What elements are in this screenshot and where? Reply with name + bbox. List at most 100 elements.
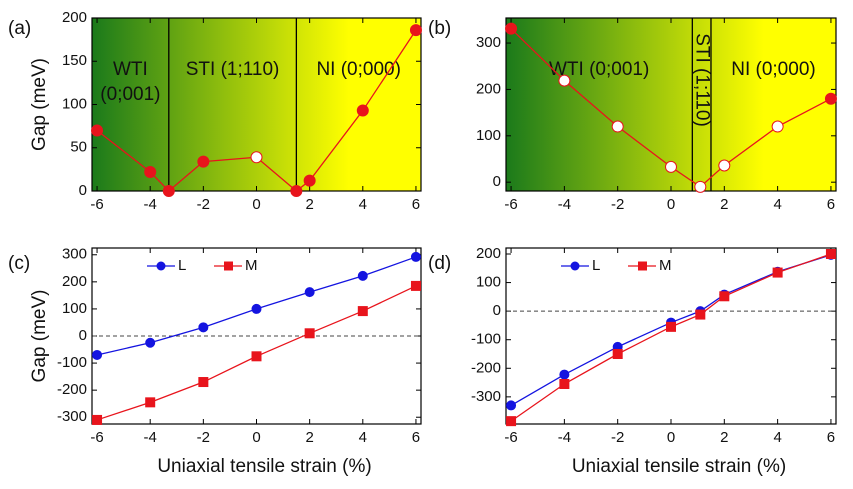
region-label: WTI (0;001) [549,59,649,80]
x-tick-label: 2 [305,429,313,446]
x-tick-label: 2 [720,429,728,446]
region-label: STI (1;110) [692,33,713,127]
marker [198,377,209,388]
legend-marker [638,261,647,271]
panel-label: (d) [428,253,451,274]
marker [719,291,730,302]
x-tick-label: -2 [611,196,624,213]
x-tick-label: 0 [252,429,260,446]
x-tick-label: -6 [504,196,517,213]
marker [162,185,175,197]
x-tick-label: 0 [667,196,675,213]
marker [303,174,316,187]
legend-marker [570,261,580,271]
marker [694,180,707,193]
region-label: WTI [113,59,148,80]
x-axis-label: Uniaxial tensile strain (%) [572,456,786,477]
x-tick-label: 0 [667,429,675,446]
marker [410,280,421,291]
region-label: (0;001) [100,84,160,105]
x-tick-label: 6 [827,196,835,213]
marker [145,337,156,348]
y-axis-label: Gap (meV) [29,58,50,151]
plot-frame [505,247,837,425]
x-tick-label: 4 [773,196,781,213]
x-tick-label: -4 [144,196,157,213]
x-tick-label: 4 [359,429,367,446]
x-tick-label: -2 [611,429,624,446]
marker [666,321,676,332]
marker [251,303,262,314]
x-tick-label: 0 [252,196,260,213]
y-tick-label: 200 [62,273,87,290]
marker [665,160,677,173]
series-line [510,28,832,188]
x-tick-label: -4 [144,429,157,446]
y-tick-label: 100 [62,300,87,317]
y-tick-label: 200 [476,245,501,262]
plot-frame [91,247,422,425]
legend-marker [156,261,166,271]
x-tick-label: 2 [720,196,728,213]
y-tick-label: -200 [57,381,87,398]
y-tick-label: 300 [62,246,87,263]
marker [558,74,571,87]
y-tick-label: 200 [476,80,501,97]
marker [198,322,209,333]
region-label: NI (0;000) [316,59,400,80]
y-axis-label: Gap (meV) [29,290,50,383]
legend-label: L [592,257,600,274]
x-tick-label: 6 [412,429,420,446]
marker [410,251,421,262]
marker [251,351,262,362]
marker [357,270,368,281]
plot-frame [91,17,422,192]
panel-label: (b) [428,18,451,39]
marker [824,92,837,105]
marker [290,185,303,197]
y-tick-label: 0 [493,302,501,319]
y-tick-label: 200 [62,9,87,26]
legend-label: M [659,257,672,274]
series-line [510,254,832,406]
x-tick-label: -4 [558,196,571,213]
marker [144,165,157,178]
series-line [510,253,832,422]
marker [356,104,369,117]
y-tick-label: 100 [476,274,501,291]
legend-label: M [245,257,258,274]
marker [92,349,103,360]
x-tick-label: 2 [305,196,313,213]
marker [91,124,104,137]
marker [409,24,422,37]
y-tick-label: 0 [79,182,87,199]
marker [825,249,836,259]
x-tick-label: -6 [504,429,517,446]
x-tick-label: -6 [90,196,103,213]
y-tick-label: -100 [471,331,501,348]
legend-marker [224,261,233,271]
marker [304,287,315,298]
y-tick-label: 0 [493,173,501,190]
y-tick-label: 150 [62,52,87,69]
marker [559,369,570,380]
region-label: STI (1;110) [186,59,280,80]
marker [357,306,368,317]
marker [250,151,263,164]
marker [559,379,570,389]
panel-label: (a) [8,18,31,39]
region-label: NI (0;000) [731,59,815,80]
y-tick-label: -200 [471,359,501,376]
x-tick-label: -2 [197,429,210,446]
y-tick-label: -100 [57,354,87,371]
marker [505,22,518,35]
marker [145,397,156,408]
y-tick-label: 0 [79,327,87,344]
panel-label: (c) [8,253,30,274]
marker [695,309,706,320]
y-tick-label: 100 [476,127,501,144]
x-tick-label: 6 [827,429,835,446]
marker [611,120,624,133]
marker [612,349,623,359]
